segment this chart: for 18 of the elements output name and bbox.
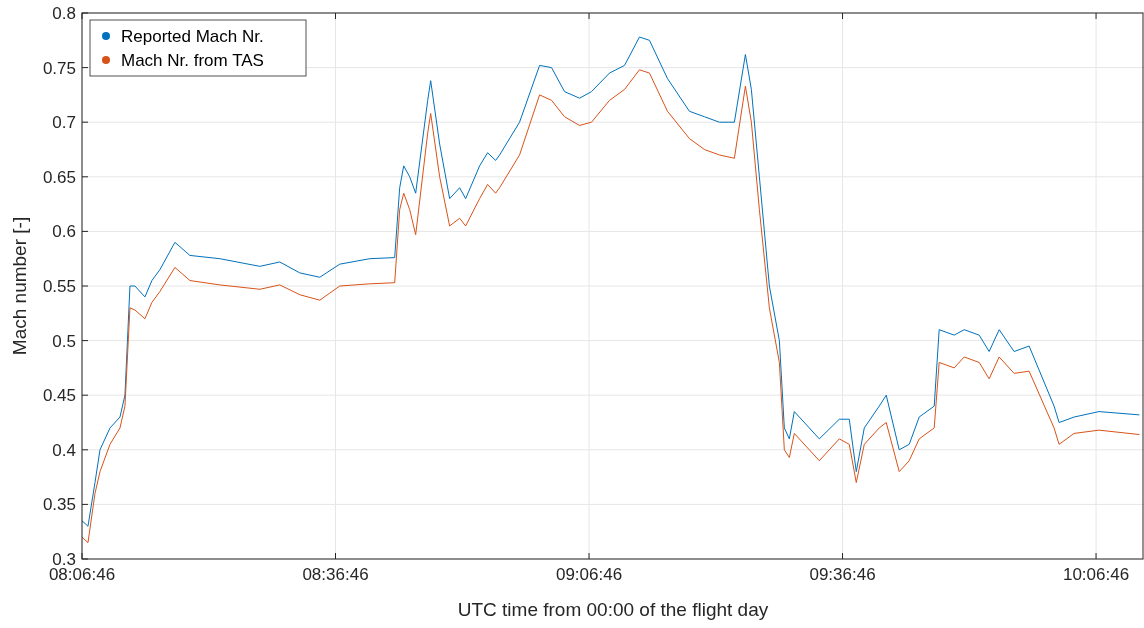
- y-tick-label: 0.5: [52, 331, 76, 351]
- legend-label: Reported Mach Nr.: [121, 27, 264, 46]
- y-tick-label: 0.55: [42, 277, 76, 296]
- y-axis-title: Mach number [-]: [9, 216, 30, 356]
- x-tick-label: 08:36:46: [302, 565, 369, 584]
- y-tick-label: 0.75: [42, 58, 76, 78]
- y-tick-label: 0.45: [42, 386, 76, 406]
- x-tick-label: 09:06:46: [555, 565, 623, 584]
- legend-label: Mach Nr. from TAS: [121, 51, 264, 70]
- y-tick-label: 0.65: [42, 167, 76, 187]
- y-tick-label: 0.35: [42, 495, 76, 515]
- x-tick-label: 10:06:46: [1062, 565, 1130, 584]
- x-axis-title: UTC time from 00:00 of the flight day: [457, 599, 769, 620]
- x-tick-label: 09:36:46: [809, 565, 876, 584]
- y-tick-label: 0.8: [52, 4, 76, 23]
- y-tick-label: 0.6: [52, 222, 76, 242]
- y-tick-label: 0.4: [52, 440, 76, 460]
- y-tick-label: 0.7: [52, 113, 76, 133]
